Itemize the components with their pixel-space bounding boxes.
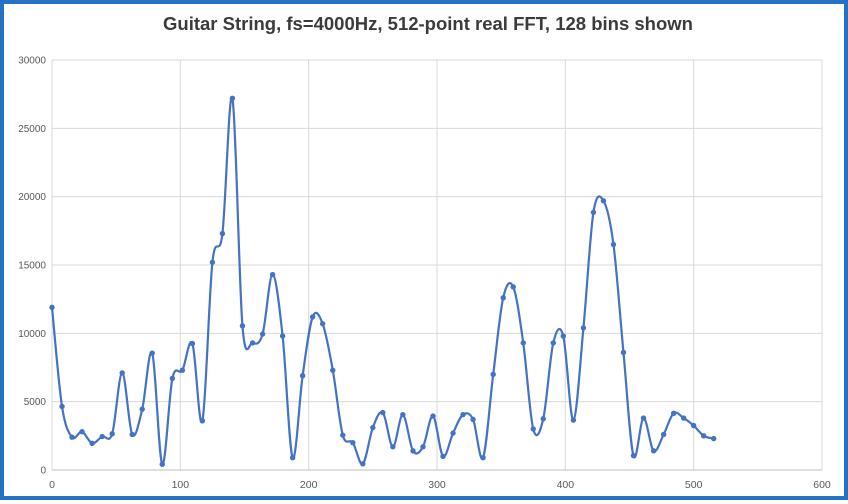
- data-point-marker: [510, 284, 516, 290]
- data-point-marker: [480, 455, 486, 461]
- data-point-marker: [159, 461, 165, 467]
- chart-title: Guitar String, fs=4000Hz, 512-point real…: [163, 13, 693, 34]
- data-point-marker: [450, 430, 456, 436]
- y-tick-label: 15000: [18, 261, 46, 272]
- x-tick-label: 100: [172, 479, 190, 491]
- data-point-marker: [470, 416, 476, 423]
- data-point-marker: [610, 241, 617, 248]
- data-point-marker: [560, 333, 566, 339]
- data-point-marker: [239, 323, 246, 329]
- data-point-marker: [490, 371, 496, 378]
- data-point-marker: [69, 434, 75, 440]
- data-point-marker: [249, 340, 256, 346]
- y-tick-label: 5000: [24, 397, 47, 408]
- data-point-marker: [590, 209, 597, 216]
- data-point-marker: [360, 461, 366, 467]
- data-point-marker: [440, 453, 446, 460]
- data-point-marker: [229, 95, 236, 101]
- data-point-marker: [690, 422, 697, 429]
- data-point-marker: [279, 333, 286, 339]
- fft-spectrum-plot: 0 100 200 300 400 500 600 0 5000 10000 15000 20000 2…: [18, 56, 831, 492]
- data-point-marker: [79, 429, 85, 435]
- data-point-marker: [99, 433, 105, 440]
- data-point-marker: [650, 448, 657, 454]
- data-point-marker: [680, 415, 687, 421]
- data-point-marker: [49, 304, 55, 311]
- data-point-marker: [710, 435, 717, 442]
- x-tick-label: 500: [685, 479, 703, 491]
- y-tick-label: 10000: [18, 329, 46, 340]
- data-point-marker: [219, 230, 226, 237]
- data-point-marker: [640, 415, 647, 421]
- data-point-marker: [430, 413, 436, 419]
- data-point-marker: [149, 350, 155, 356]
- data-point-marker: [660, 431, 667, 438]
- data-point-marker: [129, 431, 135, 438]
- data-point-marker: [620, 349, 627, 356]
- data-point-marker: [420, 444, 426, 450]
- data-point-marker: [330, 367, 336, 373]
- data-point-marker: [289, 455, 296, 461]
- y-tick-label: 20000: [18, 192, 46, 203]
- data-point-marker: [319, 321, 326, 327]
- data-point-marker: [189, 340, 196, 347]
- data-point-marker: [299, 373, 306, 379]
- data-point-marker: [410, 448, 416, 454]
- data-point-marker: [380, 409, 386, 416]
- series-line: [50, 95, 715, 466]
- data-point-marker: [600, 198, 607, 204]
- data-point-marker: [520, 340, 526, 346]
- data-point-marker: [109, 431, 115, 437]
- data-point-marker: [89, 440, 95, 447]
- x-tick-label: 400: [557, 479, 575, 491]
- data-point-marker: [340, 432, 346, 438]
- data-point-marker: [670, 410, 677, 416]
- data-point-marker: [580, 325, 587, 331]
- x-tick-label: 200: [300, 479, 318, 491]
- data-point-marker: [259, 331, 266, 337]
- data-point-marker: [139, 406, 145, 412]
- data-point-marker: [460, 411, 466, 418]
- data-point-marker: [209, 259, 216, 265]
- data-point-marker: [199, 418, 206, 424]
- data-point-marker: [269, 271, 276, 278]
- data-point-marker: [700, 433, 707, 439]
- data-point-marker: [630, 452, 637, 459]
- x-tick-label: 300: [428, 479, 446, 491]
- x-tick-label: 600: [813, 479, 831, 491]
- data-point-marker: [119, 370, 125, 376]
- data-point-marker: [390, 444, 396, 450]
- data-point-marker: [570, 417, 577, 423]
- data-point-marker: [169, 375, 176, 382]
- data-point-marker: [179, 367, 186, 373]
- data-point-marker: [59, 403, 65, 410]
- y-tick-label: 25000: [18, 124, 46, 135]
- data-point-marker: [400, 411, 406, 418]
- data-point-marker: [530, 426, 536, 432]
- data-point-marker: [350, 439, 356, 446]
- data-point-marker: [500, 295, 506, 301]
- data-point-marker: [370, 424, 376, 431]
- y-tick-label: 0: [40, 466, 46, 477]
- data-point-marker: [550, 340, 556, 346]
- y-tick-label: 30000: [18, 56, 46, 67]
- data-point-marker: [309, 314, 316, 320]
- data-point-marker: [540, 416, 546, 422]
- x-tick-label: 0: [49, 479, 55, 491]
